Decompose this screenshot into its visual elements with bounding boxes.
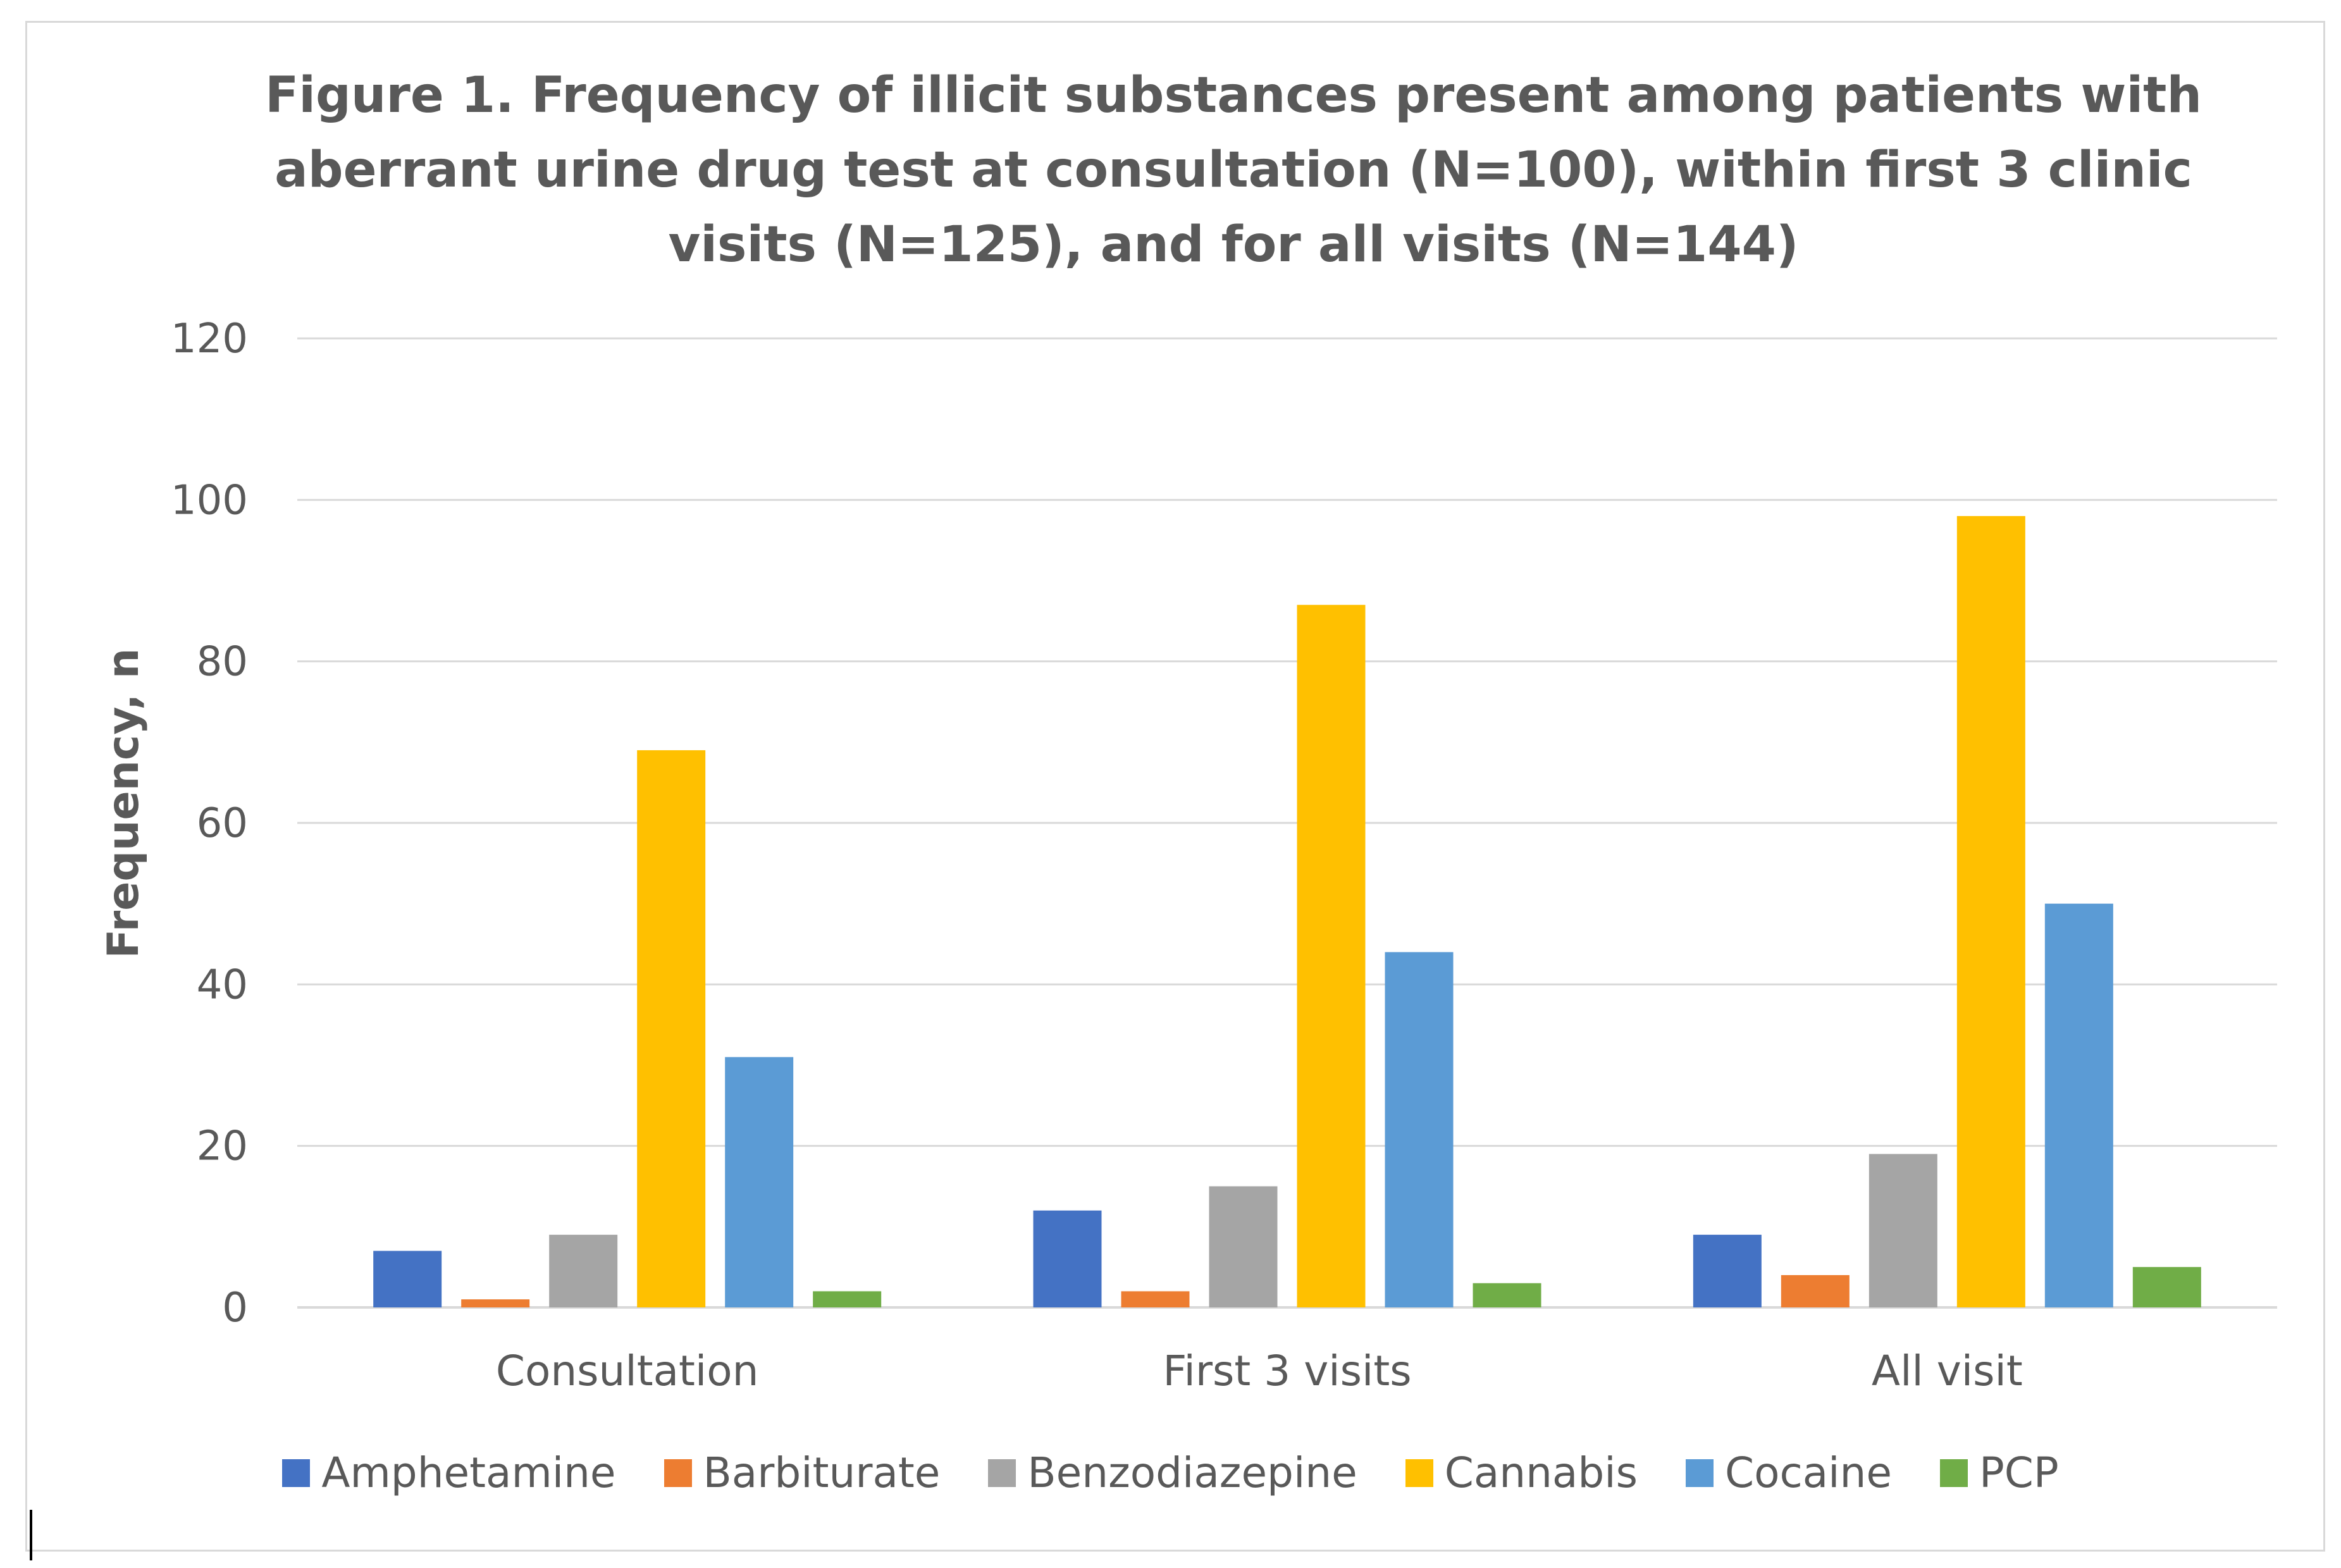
y-tick-label: 0 — [222, 1285, 248, 1331]
chart-title-line-1: Figure 1. Frequency of illicit substance… — [265, 67, 2202, 124]
bar-benzodiazepine-all-visit — [1868, 1154, 1937, 1307]
bar-pcp-consultation — [813, 1291, 882, 1307]
bars — [373, 515, 2201, 1307]
legend-item-pcp: PCP — [1939, 1448, 2059, 1497]
bar-benzodiazepine-first-3-visits — [1209, 1186, 1278, 1307]
y-tick-label: 80 — [197, 639, 248, 686]
bar-pcp-first-3-visits — [1473, 1283, 1541, 1307]
bar-cocaine-consultation — [725, 1057, 794, 1307]
bar-cannabis-first-3-visits — [1297, 605, 1366, 1307]
x-category-label: All visit — [1872, 1347, 2023, 1395]
legend-swatch — [1939, 1459, 1968, 1487]
legend-label: Cocaine — [1724, 1448, 1892, 1497]
legend-swatch — [282, 1459, 311, 1487]
legend-label: PCP — [1979, 1448, 2059, 1497]
bar-barbiturate-consultation — [461, 1299, 530, 1307]
legend-item-amphetamine: Amphetamine — [282, 1448, 616, 1497]
bar-amphetamine-consultation — [373, 1250, 442, 1307]
bar-amphetamine-first-3-visits — [1033, 1210, 1102, 1307]
legend-item-cocaine: Cocaine — [1685, 1448, 1892, 1497]
legend-item-cannabis: Cannabis — [1405, 1448, 1638, 1497]
y-tick-label: 100 — [171, 477, 248, 524]
bar-cocaine-first-3-visits — [1385, 952, 1454, 1307]
legend-label: Benzodiazepine — [1027, 1448, 1357, 1497]
legend: Amphetamine Barbiturate Benzodiazepine Cann… — [0, 1448, 2341, 1497]
x-category-label: Consultation — [496, 1347, 759, 1395]
bar-cocaine-all-visit — [2044, 903, 2113, 1307]
text-cursor — [30, 1510, 32, 1560]
y-tick-label: 20 — [197, 1123, 248, 1170]
bar-barbiturate-all-visit — [1781, 1275, 1850, 1307]
legend-swatch — [664, 1459, 692, 1487]
legend-swatch — [1685, 1459, 1714, 1487]
bar-barbiturate-first-3-visits — [1121, 1291, 1190, 1307]
y-tick-label: 60 — [197, 800, 248, 847]
chart-title-line-2: aberrant urine drug test at consultation… — [275, 142, 2192, 199]
legend-item-barbiturate: Barbiturate — [664, 1448, 941, 1497]
bar-pcp-all-visit — [2132, 1267, 2201, 1307]
legend-item-benzodiazepine: Benzodiazepine — [988, 1448, 1357, 1497]
bar-benzodiazepine-consultation — [549, 1235, 618, 1307]
chart-title: Figure 1. Frequency of illicit substance… — [190, 58, 2277, 282]
legend-swatch — [1405, 1459, 1433, 1487]
legend-label: Amphetamine — [321, 1448, 616, 1497]
chart-title-line-3: visits (N=125), and for all visits (N=14… — [668, 216, 1799, 273]
y-tick-label: 40 — [197, 961, 248, 1008]
y-axis-title: Frequency, n — [99, 648, 149, 959]
bar-cannabis-consultation — [637, 750, 706, 1307]
legend-swatch — [988, 1459, 1016, 1487]
y-tick-label: 120 — [171, 316, 248, 362]
x-category-label: First 3 visits — [1163, 1347, 1411, 1395]
x-axis-categories: Consultation First 3 visits All visit — [496, 1347, 2023, 1395]
y-axis-ticks: 0 20 40 60 80 100 120 — [171, 316, 248, 1331]
gridlines — [297, 337, 2277, 1309]
bar-amphetamine-all-visit — [1693, 1235, 1762, 1307]
legend-label: Cannabis — [1444, 1448, 1638, 1497]
legend-label: Barbiturate — [703, 1448, 941, 1497]
bar-cannabis-all-visit — [1956, 515, 2025, 1307]
